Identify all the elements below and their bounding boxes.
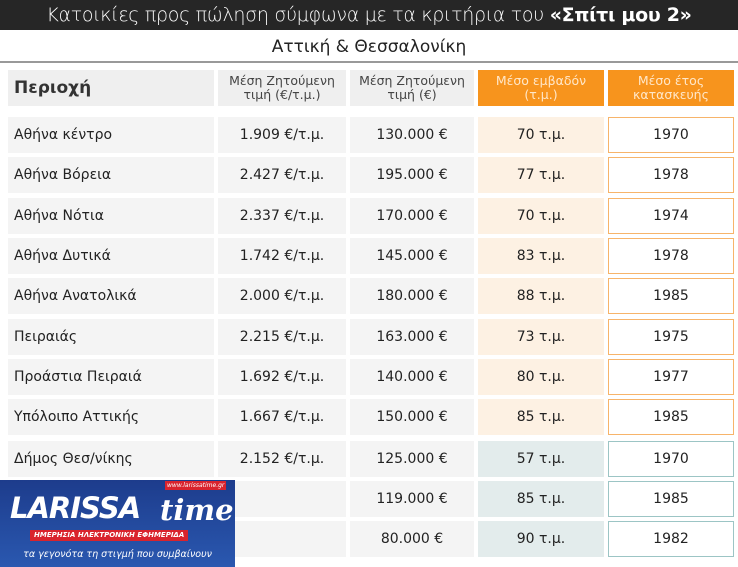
- column-header: Μέση Ζητούμενη τιμή (€): [350, 70, 474, 106]
- table-cell: Αθήνα Δυτικά: [8, 237, 214, 274]
- table-cell: 1975: [608, 318, 734, 355]
- logo-url: www.larissatime.gr: [165, 481, 227, 490]
- table-cell: 170.000 €: [350, 197, 474, 234]
- table-cell: Προάστια Πειραιά: [8, 358, 214, 395]
- table-cell: 195.000 €: [350, 157, 474, 194]
- table-cell: 88 τ.μ.: [478, 278, 604, 315]
- table-cell: 1978: [608, 237, 734, 274]
- table-cell: 83 τ.μ.: [478, 237, 604, 274]
- logo-name2: time: [160, 493, 234, 527]
- page-title: Κατοικίες προς πώληση σύμφωνα με τα κριτ…: [0, 0, 738, 30]
- table-cell: [218, 521, 346, 557]
- table-cell: 85 τ.μ.: [478, 399, 604, 436]
- table-cell: 2.152 €/τ.μ.: [218, 441, 346, 477]
- logo-tagline: ΗΜΕΡΗΣΙΑ ΗΛΕΚΤΡΟΝΙΚΗ ΕΦΗΜΕΡΙΔΑ: [30, 530, 189, 541]
- table-cell: Αθήνα Ανατολικά: [8, 278, 214, 315]
- table-cell: 119.000 €: [350, 481, 474, 517]
- column-header: Μέσο έτος κατασκευής: [608, 70, 734, 106]
- table-cell: 1.692 €/τ.μ.: [218, 358, 346, 395]
- table-cell: 70 τ.μ.: [478, 117, 604, 153]
- logo-slogan: τα γεγονότα τη στιγμή που συμβαίνουν: [23, 549, 212, 560]
- table-cell: 2.000 €/τ.μ.: [218, 278, 346, 315]
- table-cell: Πειραιάς: [8, 318, 214, 355]
- table-cell: [218, 481, 346, 517]
- table-cell: 80.000 €: [350, 521, 474, 557]
- table-cell: 1978: [608, 157, 734, 194]
- table-cell: Δήμος Θεσ/νίκης: [8, 441, 214, 477]
- column-header: Μέση Ζητούμενη τιμή (€/τ.μ.): [218, 70, 346, 106]
- table-cell: 163.000 €: [350, 318, 474, 355]
- table-cell: 1985: [608, 399, 734, 436]
- title-text: Κατοικίες προς πώληση σύμφωνα με τα κριτ…: [46, 4, 550, 26]
- table-cell: 180.000 €: [350, 278, 474, 315]
- table-cell: 77 τ.μ.: [478, 157, 604, 194]
- column-header: Μέσο εμβαδόν (τ.μ.): [478, 70, 604, 106]
- table-cell: Αθήνα κέντρο: [8, 117, 214, 153]
- subtitle: Αττική & Θεσσαλονίκη: [0, 31, 738, 63]
- table-cell: 150.000 €: [350, 399, 474, 436]
- table-cell: 1970: [608, 117, 734, 153]
- table-cell: 2.215 €/τ.μ.: [218, 318, 346, 355]
- table-cell: 2.337 €/τ.μ.: [218, 197, 346, 234]
- table-cell: 130.000 €: [350, 117, 474, 153]
- table-cell: Αθήνα Νότια: [8, 197, 214, 234]
- table-cell: 1985: [608, 481, 734, 517]
- table-cell: 90 τ.μ.: [478, 521, 604, 557]
- table-cell: 73 τ.μ.: [478, 318, 604, 355]
- table-cell: 80 τ.μ.: [478, 358, 604, 395]
- table-cell: 1.742 €/τ.μ.: [218, 237, 346, 274]
- larissatime-logo: LARISSA time www.larissatime.gr ΗΜΕΡΗΣΙΑ…: [0, 480, 235, 567]
- table-cell: 1974: [608, 197, 734, 234]
- table-cell: 85 τ.μ.: [478, 481, 604, 517]
- table-cell: Αθήνα Βόρεια: [8, 157, 214, 194]
- title-bold: «Σπίτι μου 2»: [549, 4, 692, 26]
- table-cell: 1.667 €/τ.μ.: [218, 399, 346, 436]
- table-cell: 125.000 €: [350, 441, 474, 477]
- table-cell: 2.427 €/τ.μ.: [218, 157, 346, 194]
- table-cell: 1985: [608, 278, 734, 315]
- logo-name: LARISSA: [10, 491, 141, 525]
- table-cell: 1.909 €/τ.μ.: [218, 117, 346, 153]
- table-cell: 145.000 €: [350, 237, 474, 274]
- table-cell: 57 τ.μ.: [478, 441, 604, 477]
- table-cell: 70 τ.μ.: [478, 197, 604, 234]
- table-cell: 1977: [608, 358, 734, 395]
- table-cell: 1970: [608, 441, 734, 477]
- table-cell: Υπόλοιπο Αττικής: [8, 399, 214, 436]
- column-header: Περιοχή: [8, 70, 214, 106]
- table-cell: 140.000 €: [350, 358, 474, 395]
- table-cell: 1982: [608, 521, 734, 557]
